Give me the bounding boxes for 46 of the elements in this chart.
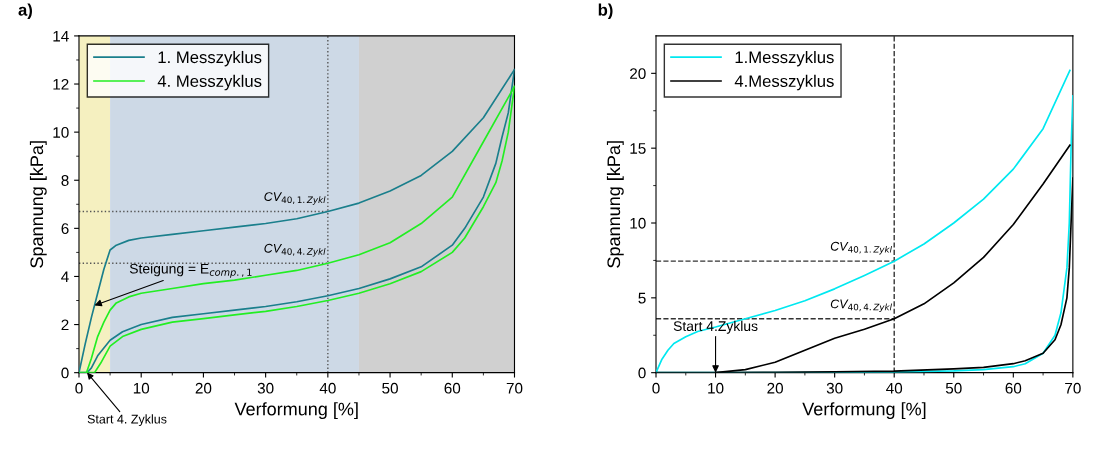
y-tick-label: 15 [630, 143, 646, 154]
x-tick-label: 10 [708, 382, 724, 394]
y-tick-label: 20 [630, 68, 646, 80]
x-tick-label: 70 [1065, 382, 1081, 394]
y-tick-label: 0 [61, 367, 69, 379]
x-tick-label: 20 [767, 382, 784, 394]
ref-line-label: CV$_{40,4.Zykl}$ [830, 299, 892, 313]
ref-line-label: CV$_{40,4.Zykl}$ [264, 243, 326, 257]
y-tick-label: 12 [53, 78, 69, 90]
ref-line-label: CV$_{40,1.Zykl}$ [264, 192, 326, 205]
x-tick-label: 40 [319, 382, 336, 394]
x-tick-label: 20 [195, 382, 212, 394]
x-tick-label: 60 [444, 382, 461, 394]
annotation: Start 4. Zyklus [87, 414, 167, 426]
y-axis-title: Spannung [kPa] [606, 141, 624, 268]
y-tick-label: 8 [61, 175, 69, 186]
legend-label: 4. Messzyklus [157, 74, 262, 91]
x-tick-label: 50 [945, 382, 962, 394]
legend-label: 1. Messzyklus [158, 50, 262, 67]
annotation: Start 4.Zyklus [673, 320, 758, 334]
x-tick-label: 30 [826, 382, 843, 394]
x-tick-label: 50 [382, 382, 398, 394]
legend-label: 4.Messzyklus [734, 74, 834, 91]
y-tick-label: 5 [638, 292, 646, 304]
y-tick-label: 2 [61, 319, 69, 331]
y-tick-label: 10 [53, 127, 69, 138]
x-tick-label: 60 [1005, 382, 1022, 394]
x-tick-label: 40 [886, 382, 903, 394]
ref-line-label: CV$_{40,1.Zykl}$ [830, 241, 892, 255]
chart-title: b) [598, 3, 613, 20]
y-tick-label: 0 [638, 367, 646, 379]
x-tick-label: 30 [257, 382, 274, 394]
x-axis-title: Verformung [%] [802, 402, 926, 420]
x-tick-label: 0 [652, 382, 660, 394]
x-axis-title: Verformung [%] [234, 402, 358, 420]
x-tick-label: 70 [506, 382, 523, 394]
y-tick-label: 14 [53, 30, 69, 42]
y-axis-title: Spannung [kPa] [29, 141, 47, 268]
chart-title: a) [18, 3, 32, 20]
y-tick-label: 6 [61, 223, 69, 235]
legend-label: 1.Messzyklus [735, 50, 834, 67]
y-tick-label: 4 [61, 271, 69, 282]
x-tick-label: 10 [133, 382, 150, 394]
y-tick-label: 10 [630, 217, 646, 229]
annotation: Steigung = E$_{comp.,1}$ [129, 263, 252, 278]
x-tick-label: 0 [75, 382, 83, 394]
